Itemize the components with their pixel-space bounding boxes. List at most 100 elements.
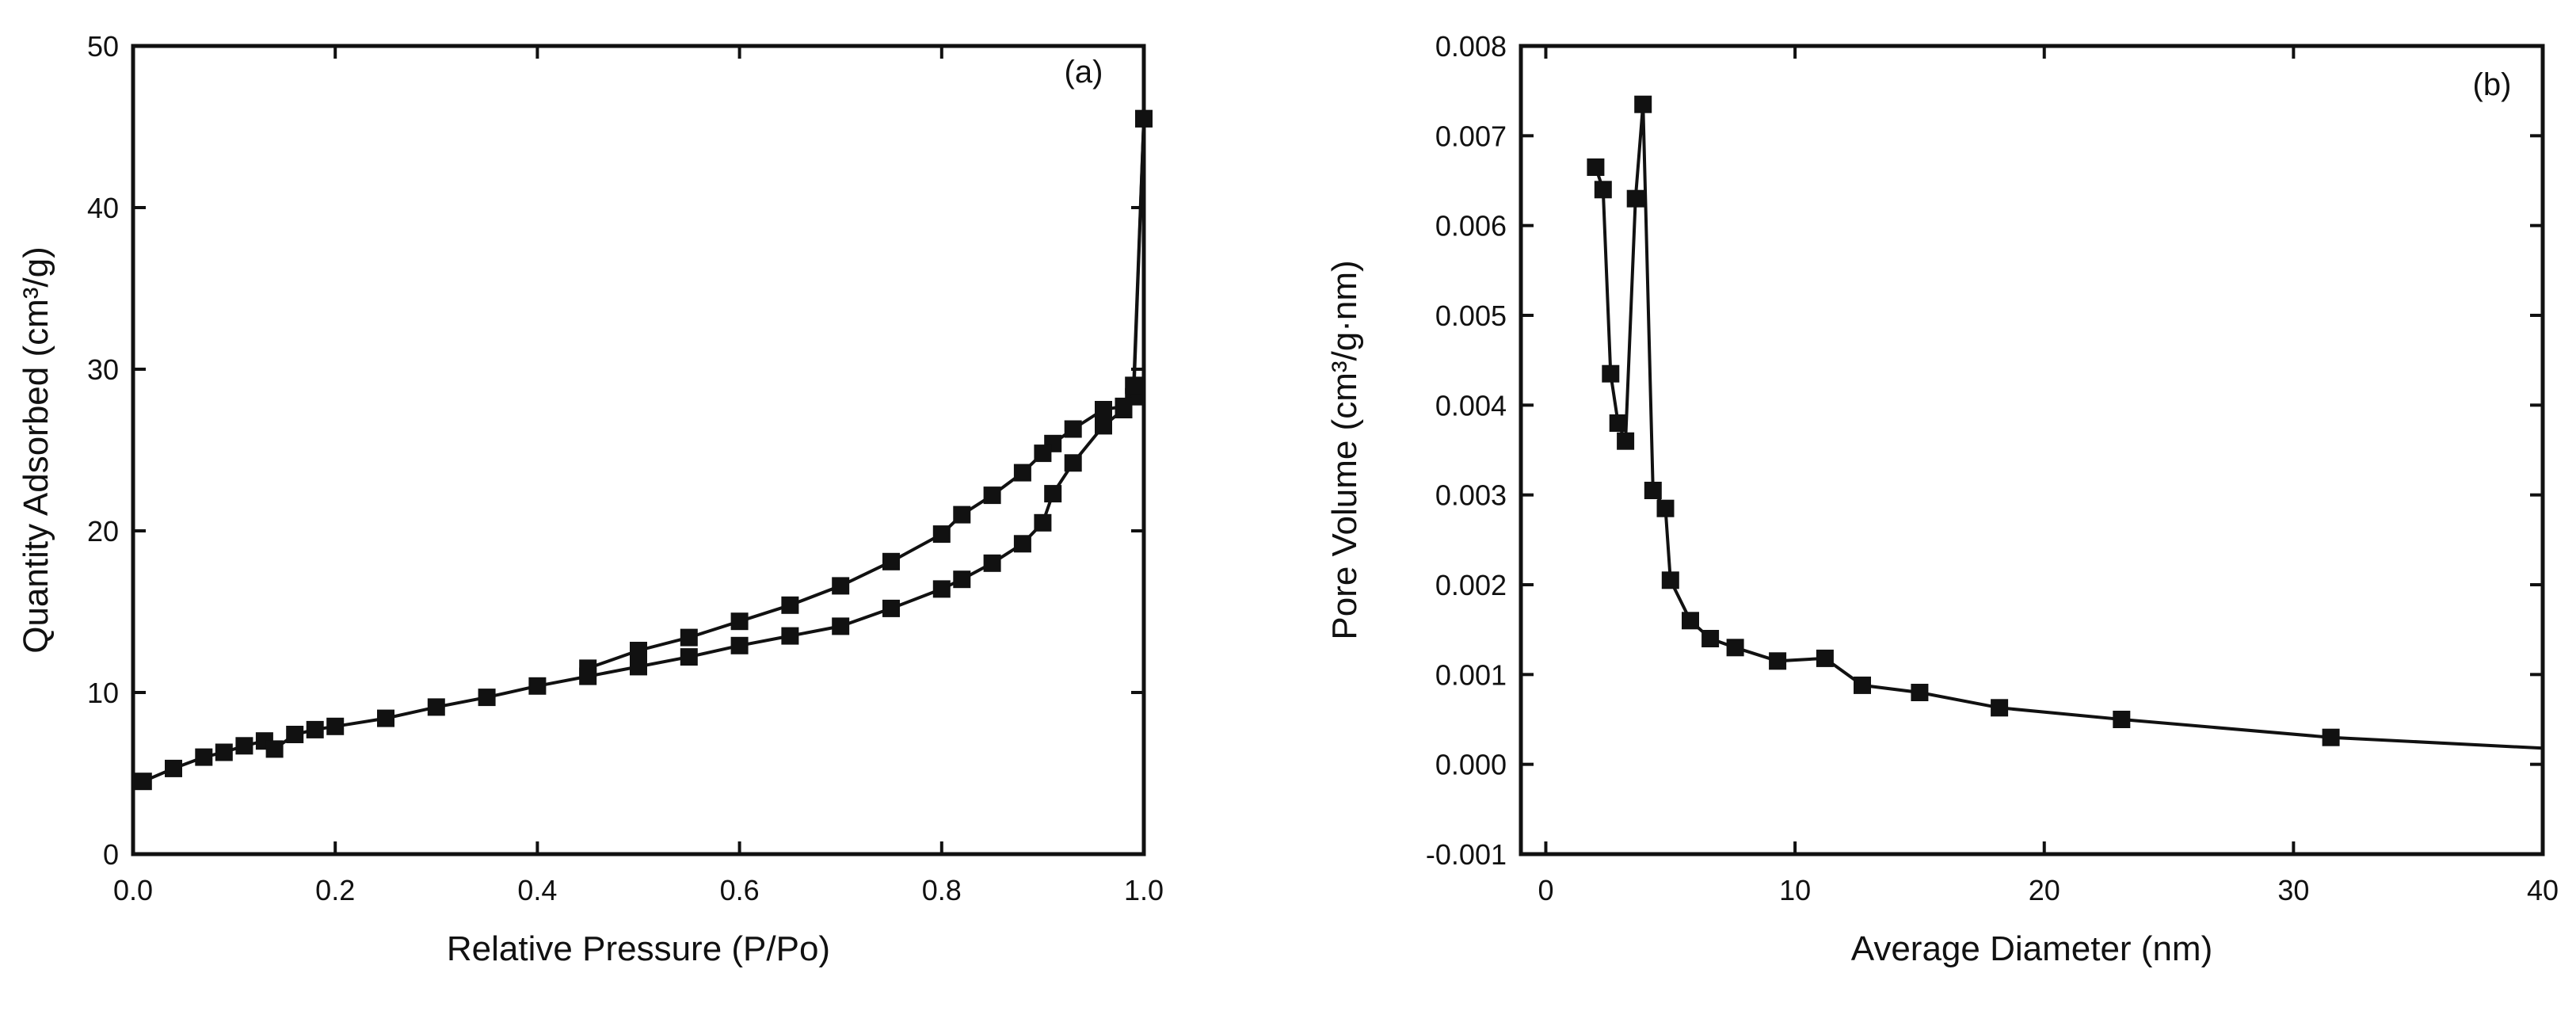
data-point-b-0 xyxy=(2113,711,2131,728)
data-point-a-1 xyxy=(1135,109,1153,128)
data-point-b-0 xyxy=(1991,699,2009,717)
plot-frame-b xyxy=(1519,44,2545,856)
data-point-a-0 xyxy=(134,773,152,791)
x-tick-label-b: 40 xyxy=(2527,874,2559,906)
y-tick-label-b: 0.000 xyxy=(1435,749,1507,781)
x-tick-label-a: 1.0 xyxy=(1124,874,1164,906)
data-point-a-1 xyxy=(983,486,1001,505)
data-point-a-0 xyxy=(306,720,324,738)
data-point-a-1 xyxy=(579,659,597,677)
data-point-a-1 xyxy=(953,506,971,524)
y-axis-title-a: Quantity Adsorbed (cm³/g) xyxy=(17,246,55,654)
data-point-b-0 xyxy=(1644,482,1662,499)
data-point-a-1 xyxy=(630,642,647,659)
y-tick-label-b: 0.002 xyxy=(1435,569,1507,601)
data-point-a-1 xyxy=(1095,401,1112,418)
x-axis-title-b: Average Diameter (nm) xyxy=(1851,929,2212,968)
data-point-a-0 xyxy=(195,748,213,766)
y-tick-label-b: 0.008 xyxy=(1435,30,1507,63)
data-point-a-0 xyxy=(1034,513,1052,532)
data-point-a-0 xyxy=(478,689,496,707)
data-point-b-0 xyxy=(1617,432,1635,450)
data-point-a-0 xyxy=(832,617,850,635)
data-point-b-0 xyxy=(1911,684,1929,701)
data-point-a-1 xyxy=(781,596,799,614)
y-tick-label-a: 0 xyxy=(103,838,119,871)
data-point-a-1 xyxy=(730,612,749,631)
data-point-a-0 xyxy=(882,599,900,617)
x-tick-label-a: 0.8 xyxy=(922,874,962,906)
y-tick-label-b: 0.007 xyxy=(1435,120,1507,152)
data-point-a-0 xyxy=(235,737,253,755)
x-tick-label-a: 0.0 xyxy=(113,874,153,906)
data-point-b-0 xyxy=(1656,499,1675,517)
data-point-a-1 xyxy=(1125,376,1143,395)
data-point-a-0 xyxy=(326,717,345,735)
data-point-b-0 xyxy=(1682,612,1699,630)
y-tick-label-b: 0.006 xyxy=(1435,210,1507,242)
chart-panel-b: (b) 0 10 20 30 40 -0.001 0.000 0.001 0.002 0.003 0… xyxy=(1325,30,2559,968)
y-tick-label-b: 0.001 xyxy=(1435,658,1507,691)
panel-label-a: (a) xyxy=(1065,55,1103,90)
data-point-a-0 xyxy=(953,570,971,589)
data-point-a-1 xyxy=(932,525,951,544)
data-point-b-0 xyxy=(1602,364,1620,383)
data-point-a-1 xyxy=(680,628,698,647)
data-point-b-0 xyxy=(1626,189,1644,208)
data-point-a-0 xyxy=(265,740,284,758)
data-point-b-0 xyxy=(1594,181,1612,199)
data-point-a-1 xyxy=(1115,397,1133,415)
data-point-a-0 xyxy=(630,658,647,676)
data-point-a-0 xyxy=(781,627,799,645)
data-point-a-0 xyxy=(215,743,233,761)
data-point-b-0 xyxy=(1609,414,1627,432)
data-point-a-0 xyxy=(377,709,394,727)
data-point-a-0 xyxy=(1013,535,1031,553)
data-point-a-1 xyxy=(1034,444,1052,463)
data-point-b-0 xyxy=(1661,571,1679,589)
data-point-a-0 xyxy=(286,726,304,743)
data-point-a-0 xyxy=(932,580,951,598)
data-point-a-0 xyxy=(528,677,547,695)
y-tick-label-b: 0.003 xyxy=(1435,479,1507,512)
data-point-b-0 xyxy=(1701,630,1720,647)
data-point-a-0 xyxy=(165,759,182,777)
y-tick-label-b: -0.001 xyxy=(1426,838,1507,871)
data-point-a-0 xyxy=(730,636,749,654)
data-point-a-0 xyxy=(680,648,698,666)
panel-label-b: (b) xyxy=(2473,67,2512,102)
y-tick-label-a: 20 xyxy=(87,515,119,547)
x-axis-title-a: Relative Pressure (P/Po) xyxy=(447,929,830,968)
x-tick-label-b: 20 xyxy=(2029,874,2060,906)
x-tick-label-b: 30 xyxy=(2277,874,2309,906)
y-tick-label-b: 0.005 xyxy=(1435,299,1507,332)
data-point-a-1 xyxy=(882,552,900,570)
x-tick-label-a: 0.2 xyxy=(315,874,355,906)
x-tick-label-a: 0.6 xyxy=(720,874,760,906)
y-tick-label-a: 30 xyxy=(87,353,119,386)
chart-panel-a: (a) 0.0 0.2 0.4 0.6 0.8 1.0 0 10 20 30 40 50 Relati… xyxy=(17,30,1164,968)
data-point-b-0 xyxy=(1816,649,1834,667)
x-tick-label-b: 10 xyxy=(1779,874,1811,906)
data-point-a-1 xyxy=(1064,420,1082,438)
data-point-a-0 xyxy=(1044,485,1062,503)
data-point-a-1 xyxy=(1013,464,1031,482)
data-point-a-0 xyxy=(427,698,445,716)
x-tick-label-a: 0.4 xyxy=(517,874,557,906)
data-point-b-0 xyxy=(1769,652,1787,670)
x-tick-label-b: 0 xyxy=(1538,874,1553,906)
data-point-b-0 xyxy=(2322,728,2340,746)
y-tick-label-b: 0.004 xyxy=(1435,389,1507,422)
data-point-b-0 xyxy=(1634,95,1652,113)
data-point-a-0 xyxy=(1064,454,1082,472)
y-tick-label-a: 40 xyxy=(87,192,119,224)
plot-frame-a xyxy=(131,44,1146,856)
data-point-b-0 xyxy=(1854,676,1871,694)
data-point-a-0 xyxy=(1095,417,1112,435)
data-point-a-0 xyxy=(983,554,1001,572)
data-point-b-0 xyxy=(1587,158,1605,176)
data-point-b-0 xyxy=(1726,639,1744,657)
y-tick-label-a: 10 xyxy=(87,677,119,709)
data-point-a-1 xyxy=(832,577,850,595)
